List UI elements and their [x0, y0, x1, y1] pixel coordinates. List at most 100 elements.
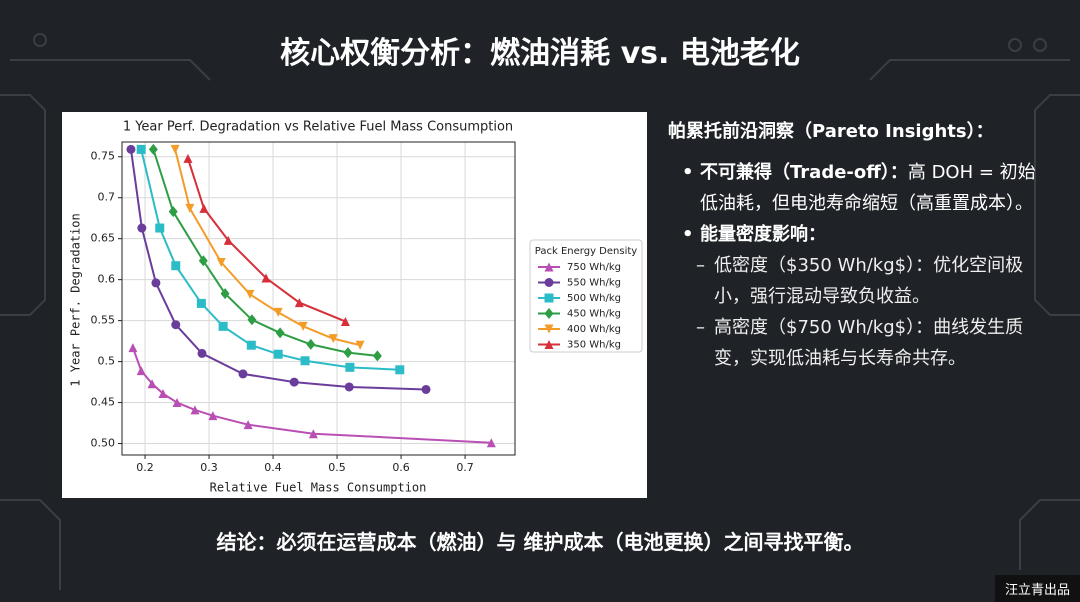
marker [275, 327, 285, 339]
marker [197, 348, 207, 358]
marker [289, 377, 299, 387]
marker [183, 153, 193, 163]
conclusion: 结论：必须在运营成本（燃油）与 维护成本（电池更换）之间寻找平衡。 [216, 530, 864, 554]
series-line [186, 158, 346, 323]
marker [340, 316, 350, 326]
legend-marker [544, 262, 554, 272]
insights-heading: 帕累托前沿洞察（Pareto Insights）： [668, 121, 994, 142]
marker [273, 349, 283, 359]
legend-marker [544, 278, 554, 287]
marker [306, 338, 316, 350]
sub-bullet: 低密度（$350 Wh/kg$）：优化空间极小，强行混动导致负收益。 [668, 250, 1040, 312]
insights: 帕累托前沿洞察（Pareto Insights）： 不可兼得（Trade-off… [668, 116, 1040, 374]
bullet-text: 高 DOH = 初始低油耗，但电池寿命缩短（高重置成本）。 [700, 162, 1036, 214]
marker [136, 144, 146, 154]
marker [223, 235, 233, 245]
series-line [174, 149, 361, 347]
marker [136, 366, 146, 376]
marker [344, 382, 354, 392]
bullet: 不可兼得（Trade-off）：高 DOH = 初始低油耗，但电池寿命缩短（高重… [668, 157, 1040, 219]
marker [243, 420, 253, 430]
x-tick-label: 0.3 [200, 461, 218, 474]
marker [421, 384, 431, 394]
marker [196, 298, 206, 308]
marker [170, 144, 180, 154]
y-tick-label: 0.50 [91, 437, 116, 450]
marker [355, 340, 365, 350]
series-line [140, 149, 400, 371]
marker [128, 343, 138, 353]
marker [261, 273, 271, 283]
marker [345, 362, 355, 372]
x-tick-label: 0.6 [392, 461, 410, 474]
y-tick-label: 0.55 [91, 314, 116, 327]
legend-title: Pack Energy Density [535, 246, 637, 257]
marker [155, 223, 165, 233]
marker [199, 203, 209, 213]
x-tick-label: 0.4 [264, 461, 282, 474]
marker [247, 314, 257, 326]
marker [486, 438, 496, 448]
y-tick-label: 0.45 [91, 396, 116, 409]
marker [300, 356, 310, 366]
x-tick-label: 0.5 [328, 461, 346, 474]
marker [198, 255, 208, 267]
y-tick-label: 0.7 [98, 191, 116, 204]
marker [218, 321, 228, 331]
marker [308, 429, 318, 439]
marker [220, 288, 230, 300]
legend-marker [544, 340, 554, 349]
y-tick-label: 0.6 [98, 273, 116, 286]
marker [185, 203, 195, 213]
marker [273, 307, 283, 317]
marker [147, 379, 157, 389]
legend-marker [544, 308, 554, 319]
legend-marker [544, 324, 554, 334]
y-tick-label: 0.5 [98, 355, 116, 368]
marker [395, 365, 405, 375]
legend-label: 350 Wh/kg [567, 340, 621, 351]
marker [294, 298, 304, 308]
bullet-label: 能量密度影响： [700, 224, 826, 245]
marker [328, 334, 338, 344]
y-tick-label: 0.75 [91, 150, 116, 163]
marker [172, 398, 182, 408]
marker [245, 289, 255, 299]
slide-title: 核心权衡分析：燃油消耗 vs. 电池老化 [280, 36, 800, 71]
footer: 汪立青出品 [994, 575, 1080, 602]
legend-label: 500 Wh/kg [567, 293, 621, 304]
bullet: 能量密度影响： [668, 219, 1040, 250]
x-tick-label: 0.7 [456, 461, 474, 474]
bullet-label: 不可兼得（Trade-off）： [700, 162, 908, 183]
chart-title: 1 Year Perf. Degradation vs Relative Fue… [123, 120, 513, 135]
marker [151, 278, 161, 288]
legend-label: 400 Wh/kg [567, 324, 621, 335]
marker [158, 389, 168, 399]
plot-frame [121, 141, 516, 456]
marker [216, 257, 226, 267]
marker [137, 223, 147, 233]
marker [190, 405, 200, 415]
marker [171, 261, 181, 271]
x-tick-label: 0.2 [136, 461, 154, 474]
marker [168, 206, 178, 218]
series-line [131, 347, 492, 444]
marker [171, 320, 181, 330]
legend-label: 550 Wh/kg [567, 278, 621, 289]
marker [343, 347, 353, 359]
legend-label: 750 Wh/kg [567, 262, 621, 273]
marker [148, 143, 158, 155]
marker [372, 350, 382, 362]
marker [298, 321, 308, 331]
sub-bullet: 高密度（$750 Wh/kg$）：曲线发生质变，实现低油耗与长寿命共存。 [668, 312, 1040, 374]
marker [208, 411, 218, 421]
marker [238, 369, 248, 379]
marker [246, 340, 256, 350]
y-tick-label: 0.65 [91, 232, 116, 245]
y-axis-label: 1 Year Perf. Degradation [69, 213, 83, 386]
marker [126, 144, 136, 154]
x-axis-label: Relative Fuel Mass Consumption [210, 481, 427, 495]
